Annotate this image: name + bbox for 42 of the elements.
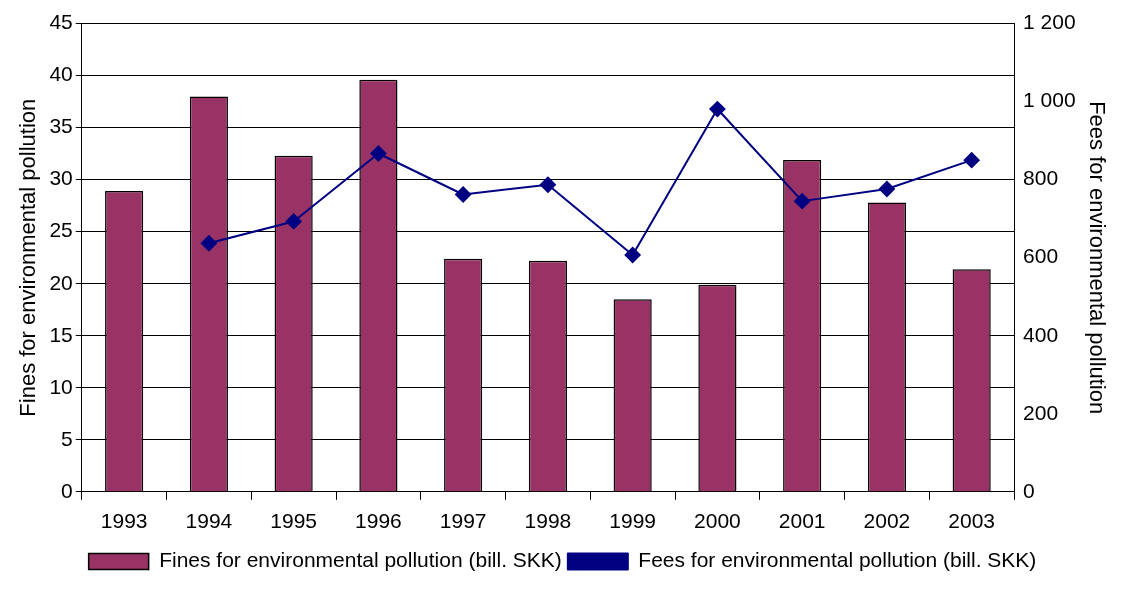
point (709, 101, 726, 118)
y-tick-label: 25 (49, 218, 73, 242)
y-tick-label: 35 (49, 114, 73, 138)
y-tick-label: 15 (49, 322, 73, 346)
legend-label: Fines for environmental pollution (bill. SKK) (159, 548, 562, 572)
x-tick-label: 1995 (270, 509, 317, 533)
point (624, 246, 641, 263)
x-tick-label: 1997 (439, 509, 487, 533)
y-tick-label: 10 (49, 374, 73, 398)
x-tick-label: 2000 (694, 509, 741, 533)
y-tick-label: 40 (49, 62, 73, 86)
y-tick-label: 30 (49, 166, 73, 190)
y-tick-label: 5 (61, 426, 73, 450)
y-tick-label: 45 (49, 10, 73, 34)
x-tick-label: 1998 (524, 509, 572, 533)
point (200, 235, 217, 252)
point (455, 186, 472, 203)
x-tick-label: 1996 (355, 509, 402, 533)
x-tick-label: 2003 (948, 509, 996, 533)
y-tick-label: 20 (49, 270, 73, 294)
y2-axis-title: Fees for environmental pollution (1084, 101, 1110, 415)
point (878, 181, 895, 198)
y2-tick-label: 200 (1023, 400, 1059, 424)
y2-tick-label: 400 (1023, 322, 1059, 346)
y2-tick-label: 600 (1023, 244, 1059, 268)
y2-tick-label: 1 200 (1023, 10, 1076, 34)
x-tick-label: 1993 (100, 509, 148, 533)
x-tick-label: 2001 (778, 509, 826, 533)
y-tick-label: 0 (61, 478, 73, 502)
y-axis-title: Fines for environmental pollution (15, 98, 41, 417)
x-tick-label: 1994 (185, 509, 233, 533)
point (963, 152, 980, 169)
legend-label: Fees for environmental pollution (bill. SKK) (638, 548, 1037, 572)
x-tick-label: 2002 (863, 509, 911, 533)
y2-tick-label: 1 000 (1023, 88, 1076, 112)
x-tick-label: 1999 (609, 509, 657, 533)
y2-tick-label: 800 (1023, 166, 1059, 190)
y2-tick-label: 0 (1023, 478, 1035, 502)
point (370, 145, 387, 162)
point (794, 193, 811, 210)
point (539, 176, 556, 193)
point (285, 213, 302, 230)
